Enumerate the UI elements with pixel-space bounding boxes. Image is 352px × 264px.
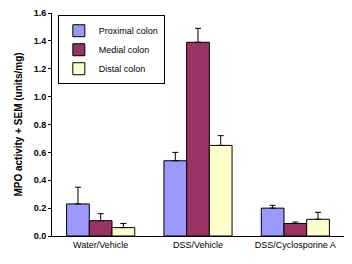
svg-text:Medial colon: Medial colon (99, 45, 150, 55)
svg-text:0.6: 0.6 (34, 148, 47, 158)
svg-text:1.6: 1.6 (34, 8, 47, 18)
svg-text:DSS/Cyclosporine A: DSS/Cyclosporine A (255, 240, 336, 250)
svg-text:0.4: 0.4 (34, 175, 47, 185)
svg-text:0.0: 0.0 (34, 231, 47, 241)
svg-text:1.0: 1.0 (34, 92, 47, 102)
svg-text:Water/Vehicle: Water/Vehicle (73, 240, 128, 250)
svg-text:Proximal colon: Proximal colon (99, 26, 158, 36)
svg-text:0.8: 0.8 (34, 120, 47, 130)
svg-text:MPO activity + SEM (units/mg): MPO activity + SEM (units/mg) (13, 52, 24, 196)
svg-text:1.4: 1.4 (34, 36, 47, 46)
svg-text:1.2: 1.2 (34, 64, 47, 74)
svg-text:0.2: 0.2 (34, 203, 47, 213)
svg-text:Distal colon: Distal colon (99, 64, 146, 74)
svg-text:DSS/Vehicle: DSS/Vehicle (173, 240, 223, 250)
